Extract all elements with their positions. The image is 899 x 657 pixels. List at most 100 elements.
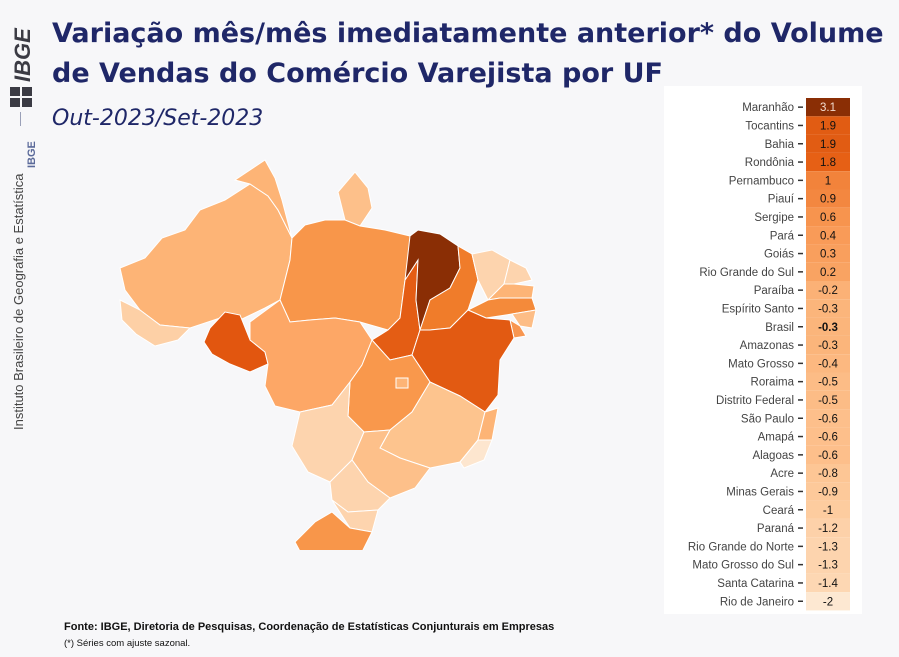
heatmap-row-label: Bahia bbox=[765, 139, 795, 151]
heatmap-cell bbox=[806, 226, 850, 245]
heatmap-row-label: São Paulo bbox=[741, 413, 794, 425]
ibge-logo-icon bbox=[10, 87, 32, 107]
heatmap-value-label: -0.6 bbox=[818, 432, 838, 444]
heatmap-value-label: 0.4 bbox=[820, 230, 837, 242]
heatmap-cell bbox=[806, 189, 850, 208]
heatmap-value-label: -1 bbox=[823, 505, 833, 517]
heatmap-cell bbox=[806, 592, 850, 611]
heatmap-row-label: Distrito Federal bbox=[716, 395, 794, 407]
heatmap-cell bbox=[806, 518, 850, 538]
map-state-roraima bbox=[233, 159, 293, 239]
heatmap-cell bbox=[806, 354, 850, 373]
heatmap-cell bbox=[806, 390, 850, 410]
heatmap-value-label: -0.4 bbox=[818, 358, 838, 370]
heatmap-row-label: Paraíba bbox=[754, 285, 795, 297]
map-state-amapa bbox=[337, 171, 373, 227]
heatmap-cell bbox=[806, 171, 850, 190]
heatmap-value-label: -0.9 bbox=[818, 486, 838, 498]
heatmap-cell bbox=[806, 281, 850, 300]
map-state-amazonas bbox=[119, 183, 293, 329]
heatmap-value-label: -1.3 bbox=[818, 560, 838, 572]
heatmap-row-label: Rondônia bbox=[745, 157, 795, 169]
heatmap-row-label: Sergipe bbox=[754, 212, 794, 224]
heatmap-cell bbox=[806, 555, 850, 574]
heatmap-cell bbox=[806, 372, 850, 391]
heatmap-row-label: Brasil bbox=[765, 322, 794, 334]
page-subtitle: Out-2023/Set-2023 bbox=[52, 106, 264, 131]
heatmap-value-label: 1 bbox=[825, 175, 831, 187]
heatmap-value-label: 1.8 bbox=[820, 157, 836, 169]
heatmap-cell bbox=[806, 427, 850, 446]
heatmap-cell bbox=[806, 299, 850, 318]
ranking-chart-panel: Maranhão 3.1 Tocantins 1.9 Bahia 1.9 Rondônia 1… bbox=[664, 86, 862, 614]
heatmap-value-label: -0.5 bbox=[818, 395, 838, 407]
heatmap-cell bbox=[806, 244, 850, 263]
heatmap-row-label: Piauí bbox=[768, 194, 795, 206]
heatmap-row-label: Pará bbox=[770, 230, 795, 242]
source-note: Fonte: IBGE, Diretoria de Pesquisas, Coo… bbox=[64, 621, 555, 633]
heatmap-value-label: 3.1 bbox=[820, 102, 836, 114]
heatmap-value-label: -0.6 bbox=[818, 413, 838, 425]
heatmap-row-label: Pernambuco bbox=[729, 175, 794, 187]
heatmap-cell bbox=[806, 262, 850, 281]
map-state-rio-grande-do-sul bbox=[294, 511, 373, 550]
heatmap-row-label: Ceará bbox=[763, 505, 795, 517]
heatmap-row-label: Tocantins bbox=[745, 120, 794, 132]
brazil-map bbox=[119, 159, 537, 550]
map-state-rio-de-janeiro bbox=[459, 439, 493, 469]
heatmap-row-label: Amapá bbox=[758, 432, 795, 444]
heatmap-cell bbox=[806, 98, 850, 117]
heatmap-cell bbox=[806, 335, 850, 355]
sidebar: IBGE IBGE Instituto Brasileiro de Geogra… bbox=[0, 0, 42, 657]
heatmap-value-label: -0.5 bbox=[818, 377, 838, 389]
heatmap-value-label: -1.2 bbox=[818, 523, 838, 535]
page-title: Variação mês/mês imediatamente anterior*… bbox=[52, 18, 884, 89]
heatmap-row-label: Rio de Janeiro bbox=[720, 596, 794, 608]
heatmap-row-label: Mato Grosso do Sul bbox=[692, 560, 794, 572]
heatmap-row-label: Acre bbox=[770, 468, 794, 480]
heatmap-row-label: Santa Catarina bbox=[717, 578, 794, 590]
map-state-acre bbox=[119, 299, 192, 347]
heatmap-value-label: -0.3 bbox=[818, 322, 838, 334]
heatmap-row-label: Rio Grande do Sul bbox=[699, 267, 794, 279]
heatmap-cell bbox=[806, 317, 850, 336]
footnote: (*) Séries com ajuste sazonal. bbox=[64, 638, 191, 649]
sidebar-short-name: IBGE bbox=[26, 141, 38, 168]
ranking-heatmap: Maranhão 3.1 Tocantins 1.9 Bahia 1.9 Rondônia 1… bbox=[688, 98, 850, 611]
heatmap-row-label: Amazonas bbox=[740, 340, 795, 352]
heatmap-cell bbox=[806, 482, 850, 501]
map-state-santa-catarina bbox=[331, 499, 379, 533]
heatmap-value-label: 1.9 bbox=[820, 120, 836, 132]
heatmap-cell bbox=[806, 116, 850, 135]
heatmap-row-label: Maranhão bbox=[742, 102, 794, 114]
heatmap-row-label: Alagoas bbox=[752, 450, 794, 462]
heatmap-row-label: Espírito Santo bbox=[722, 303, 794, 315]
heatmap-cell bbox=[806, 152, 850, 172]
heatmap-value-label: -0.6 bbox=[818, 450, 838, 462]
heatmap-value-label: -1.4 bbox=[818, 578, 838, 590]
heatmap-row-label: Paraná bbox=[757, 523, 795, 535]
sidebar-divider bbox=[20, 112, 21, 126]
heatmap-value-label: -0.3 bbox=[818, 340, 838, 352]
heatmap-cell bbox=[806, 207, 850, 227]
heatmap-value-label: 0.3 bbox=[820, 249, 836, 261]
map-state-pernambuco bbox=[466, 297, 537, 319]
heatmap-cell bbox=[806, 500, 850, 519]
heatmap-row-label: Rio Grande do Norte bbox=[688, 541, 794, 553]
heatmap-cell bbox=[806, 134, 850, 153]
heatmap-value-label: -1.3 bbox=[818, 541, 838, 553]
heatmap-cell bbox=[806, 573, 850, 593]
heatmap-value-label: 0.9 bbox=[820, 194, 836, 206]
heatmap-value-label: 1.9 bbox=[820, 139, 836, 151]
map-state-distrito-federal bbox=[395, 377, 409, 389]
heatmap-cell bbox=[806, 409, 850, 428]
heatmap-value-label: -0.2 bbox=[818, 285, 838, 297]
heatmap-value-label: 0.6 bbox=[820, 212, 836, 224]
map-state-rio-grande-do-norte bbox=[503, 259, 533, 285]
heatmap-value-label: -0.8 bbox=[818, 468, 838, 480]
ibge-logo-text: IBGE bbox=[10, 28, 35, 82]
map-state-alagoas bbox=[511, 309, 537, 329]
heatmap-cell bbox=[806, 537, 850, 556]
heatmap-cell bbox=[806, 445, 850, 464]
heatmap-cell bbox=[806, 464, 850, 483]
